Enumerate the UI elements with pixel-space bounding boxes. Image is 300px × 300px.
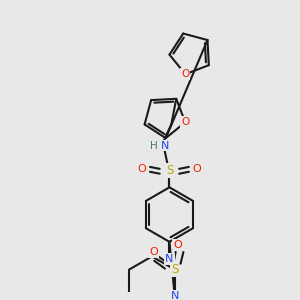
Text: H: H (150, 140, 158, 151)
Text: O: O (173, 240, 182, 250)
Text: O: O (181, 117, 189, 127)
Text: O: O (149, 247, 158, 257)
Text: O: O (181, 69, 189, 79)
Text: N: N (170, 291, 179, 300)
Text: N: N (165, 254, 174, 264)
Text: O: O (138, 164, 147, 174)
Text: O: O (192, 164, 201, 174)
Text: N: N (161, 140, 170, 151)
Text: S: S (171, 263, 178, 276)
Text: S: S (166, 164, 173, 177)
